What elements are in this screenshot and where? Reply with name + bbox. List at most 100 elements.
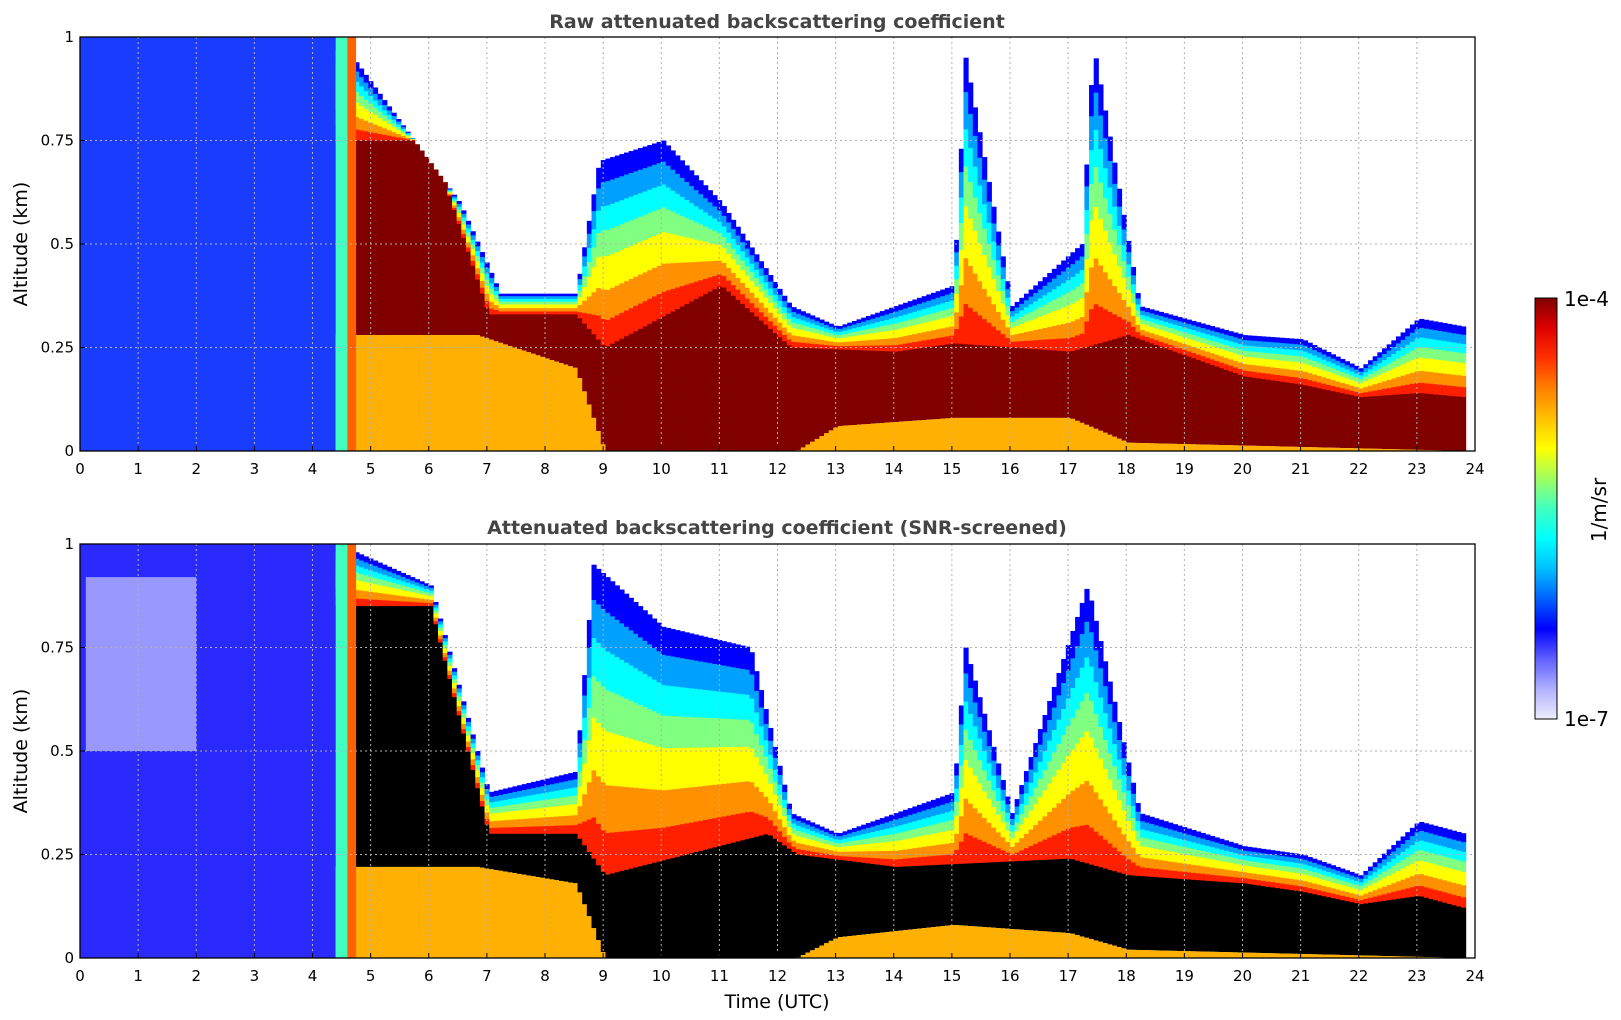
dense-layer-cell xyxy=(572,833,579,884)
backscatter-cell xyxy=(591,770,597,818)
dense-layer-cell xyxy=(749,312,755,451)
backscatter-cell xyxy=(1079,633,1085,669)
backscatter-cell xyxy=(633,218,639,245)
backscatter-cell xyxy=(1182,863,1188,873)
backscatter-cell xyxy=(972,273,978,313)
backscatter-cell xyxy=(991,806,997,829)
sub-layer-cell xyxy=(1126,949,1132,958)
backscatter-cell xyxy=(1163,860,1169,871)
backscatter-cell xyxy=(670,190,676,213)
backscatter-cell xyxy=(879,858,885,866)
backscatter-cell xyxy=(949,300,955,309)
backscatter-cell xyxy=(972,749,978,777)
backscatter-cell xyxy=(842,346,848,351)
backscatter-cell xyxy=(819,830,825,835)
backscatter-cell xyxy=(1423,887,1429,899)
backscatter-cell xyxy=(1382,372,1388,382)
backscatter-cell xyxy=(921,846,927,858)
backscatter-cell xyxy=(359,567,365,575)
backscatter-cell xyxy=(1442,856,1448,868)
backscatter-cell xyxy=(1382,853,1388,860)
backscatter-cell xyxy=(824,340,830,346)
backscatter-cell xyxy=(1028,312,1034,321)
sub-layer-cell xyxy=(1372,448,1378,451)
backscatter-cell xyxy=(1010,846,1016,856)
backscatter-cell xyxy=(814,325,820,330)
backscatter-cell xyxy=(1079,256,1085,271)
backscatter-cell xyxy=(810,826,816,832)
backscatter-cell xyxy=(563,825,569,835)
sub-layer-cell xyxy=(958,925,964,958)
dense-layer-cell xyxy=(461,237,467,336)
backscatter-cell xyxy=(1070,688,1076,719)
backscatter-cell xyxy=(926,307,932,315)
backscatter-cell xyxy=(744,719,751,748)
backscatter-cell xyxy=(470,249,476,256)
backscatter-cell xyxy=(1400,355,1406,366)
backscatter-cell xyxy=(1335,370,1341,376)
backscatter-cell xyxy=(1140,319,1146,325)
backscatter-cell xyxy=(675,630,681,658)
backscatter-cell xyxy=(396,134,402,138)
sub-layer-cell xyxy=(1251,445,1257,451)
backscatter-cell xyxy=(614,657,620,695)
sub-layer-cell xyxy=(428,866,434,958)
sub-layer-cell xyxy=(930,419,937,451)
backscatter-cell xyxy=(568,296,574,300)
backscatter-cell xyxy=(693,688,699,718)
backscatter-cell xyxy=(1130,862,1137,877)
backscatter-cell xyxy=(1033,285,1039,294)
dense-layer-cell xyxy=(1042,859,1048,932)
backscatter-cell xyxy=(1349,380,1355,387)
x-tick-label: 15 xyxy=(942,460,961,478)
dense-layer-cell xyxy=(563,314,569,365)
sub-layer-cell xyxy=(1019,929,1025,958)
backscatter-cell xyxy=(1065,267,1071,281)
backscatter-cell xyxy=(907,838,913,850)
backscatter-cell xyxy=(456,692,462,697)
backscatter-cell xyxy=(1289,852,1295,858)
backscatter-cell xyxy=(1112,229,1118,255)
backscatter-cell xyxy=(382,104,388,111)
dense-layer-cell xyxy=(772,838,778,958)
sub-layer-cell xyxy=(372,866,379,958)
backscatter-cell xyxy=(628,196,634,222)
backscatter-cell xyxy=(847,341,853,347)
backscatter-cell xyxy=(1293,338,1299,345)
dense-layer-cell xyxy=(396,140,402,336)
backscatter-cell xyxy=(1098,218,1104,266)
backscatter-cell xyxy=(452,679,458,684)
backscatter-cell xyxy=(1098,835,1104,868)
backscatter-cell xyxy=(1307,342,1313,349)
backscatter-cell xyxy=(1051,686,1057,709)
backscatter-cell xyxy=(1056,338,1062,352)
backscatter-cell xyxy=(731,272,737,286)
backscatter-cell xyxy=(1330,363,1336,369)
sub-layer-cell xyxy=(414,866,420,958)
backscatter-cell xyxy=(800,818,806,824)
backscatter-cell xyxy=(865,340,871,347)
backscatter-cell xyxy=(1051,339,1057,351)
backscatter-cell xyxy=(1196,837,1202,845)
backscatter-cell xyxy=(879,311,885,317)
sub-layer-cell xyxy=(1103,943,1109,958)
sub-layer-cell xyxy=(814,438,820,451)
sub-layer-cell xyxy=(1242,952,1248,958)
backscatter-cell xyxy=(512,308,518,312)
backscatter-cell xyxy=(1326,892,1332,898)
backscatter-cell xyxy=(596,722,602,777)
backscatter-cell xyxy=(531,311,537,315)
backscatter-cell xyxy=(884,338,890,346)
backscatter-cell xyxy=(791,814,797,820)
backscatter-cell xyxy=(1372,366,1378,372)
backscatter-cell xyxy=(1349,390,1355,396)
backscatter-cell xyxy=(703,241,709,262)
backscatter-cell xyxy=(898,811,904,819)
backscatter-cell xyxy=(930,833,937,847)
backscatter-cell xyxy=(624,174,630,199)
dense-layer-cell xyxy=(405,140,411,336)
backscatter-cell xyxy=(856,851,862,858)
dense-layer-cell xyxy=(1126,335,1132,443)
backscatter-cell xyxy=(679,631,685,659)
backscatter-cell xyxy=(1228,346,1234,353)
